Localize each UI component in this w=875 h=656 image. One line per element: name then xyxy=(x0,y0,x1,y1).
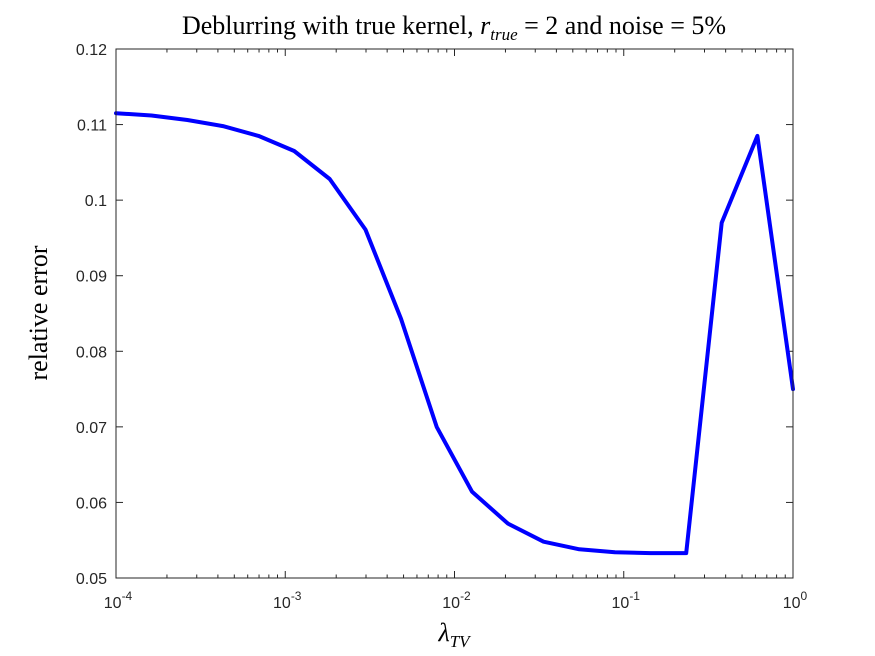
x-tick-label-base: 10 xyxy=(104,595,122,612)
x-tick-label: 10-1 xyxy=(612,589,641,612)
x-tick-label-exponent: -4 xyxy=(122,589,133,603)
chart-title: Deblurring with true kernel, rtrue = 2 a… xyxy=(182,11,726,44)
x-tick-label-exponent: -2 xyxy=(460,589,471,603)
x-tick-label-base: 10 xyxy=(612,595,630,612)
series-line xyxy=(114,111,795,556)
y-axis-label: relative error xyxy=(24,245,53,380)
x-tick-label-base: 10 xyxy=(783,595,801,612)
x-axis-label-sub: TV xyxy=(450,632,472,651)
x-axis-label-base: λ xyxy=(437,618,449,647)
y-tick-label: 0.07 xyxy=(76,420,107,437)
y-tick-label: 0.1 xyxy=(85,193,107,210)
x-tick-label: 10-4 xyxy=(104,589,133,612)
y-tick-label: 0.08 xyxy=(76,344,107,361)
title-prefix: Deblurring with true kernel, xyxy=(182,11,480,40)
title-var-sub: true xyxy=(490,25,518,44)
title-middle: = 2 and noise = 5% xyxy=(518,11,726,40)
y-tick-label: 0.05 xyxy=(76,571,107,588)
axes-box xyxy=(115,48,794,579)
y-tick-label: 0.06 xyxy=(76,495,107,512)
y-tick-label: 0.11 xyxy=(77,118,107,135)
x-tick-label-base: 10 xyxy=(442,595,460,612)
x-tick-label-exponent: 0 xyxy=(801,589,808,603)
y-ticks: 0.05 0.06 0.07 0.08 0.09 0.1 0.11 0.12 xyxy=(76,42,793,588)
y-tick-label: 0.12 xyxy=(76,42,107,59)
title-var: r xyxy=(480,11,491,40)
x-tick-label-base: 10 xyxy=(273,595,291,612)
x-tick-label-exponent: -1 xyxy=(629,589,640,603)
plot-area xyxy=(116,49,793,578)
x-tick-label-exponent: -3 xyxy=(291,589,302,603)
x-tick-label: 100 xyxy=(783,589,808,612)
x-tick-label: 10-3 xyxy=(273,589,302,612)
x-axis-label: λTV xyxy=(437,618,472,651)
x-tick-label: 10-2 xyxy=(442,589,471,612)
y-tick-label: 0.09 xyxy=(76,269,107,286)
